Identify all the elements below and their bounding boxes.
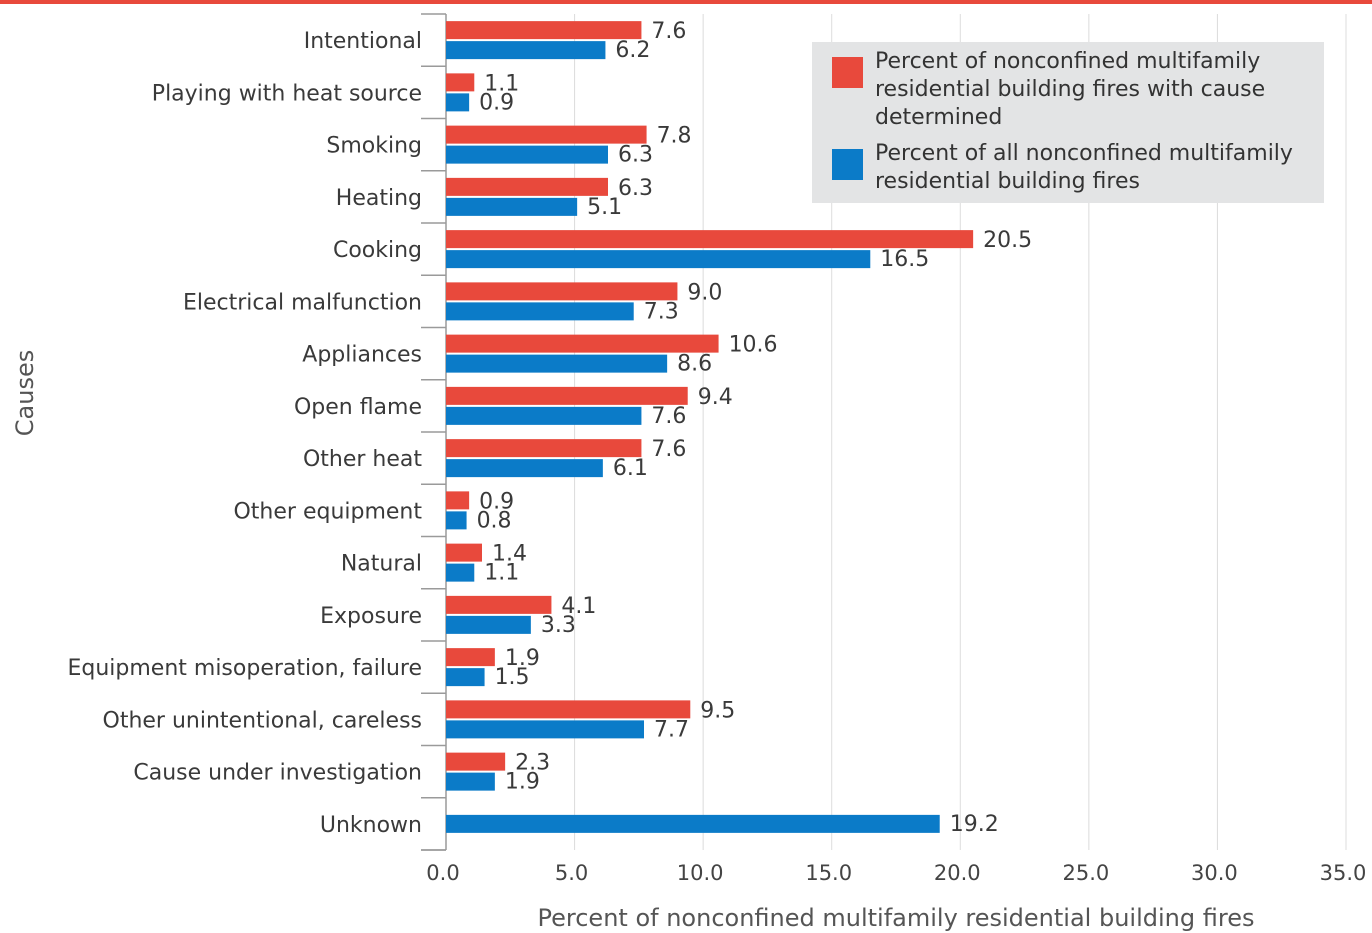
bar-determined bbox=[446, 386, 688, 405]
category-label: Heating bbox=[336, 186, 422, 211]
bar-determined bbox=[446, 648, 495, 667]
value-label-all: 1.9 bbox=[505, 770, 540, 795]
x-tick-label: 25.0 bbox=[1062, 861, 1109, 885]
bar-determined bbox=[446, 73, 475, 92]
bar-all bbox=[446, 197, 578, 216]
value-label-determined: 7.8 bbox=[657, 124, 692, 149]
bar-determined bbox=[446, 21, 642, 40]
value-label-determined: 9.4 bbox=[698, 385, 733, 410]
bar-all bbox=[446, 668, 485, 687]
category-label: Cooking bbox=[333, 238, 422, 263]
x-tick-label: 30.0 bbox=[1191, 861, 1238, 885]
value-label-determined: 7.6 bbox=[651, 19, 686, 44]
category-label: Natural bbox=[341, 552, 422, 577]
value-label-all: 19.2 bbox=[950, 812, 999, 837]
bar-determined bbox=[446, 491, 470, 510]
category-label: Playing with heat source bbox=[152, 81, 422, 106]
value-label-all: 1.1 bbox=[484, 561, 519, 586]
category-label: Other heat bbox=[303, 447, 422, 472]
value-label-all: 7.7 bbox=[654, 717, 689, 742]
bar-all bbox=[446, 93, 470, 112]
bar-determined bbox=[446, 230, 974, 249]
category-label: Other equipment bbox=[233, 499, 422, 524]
bar-determined bbox=[446, 439, 642, 458]
x-axis-title: Percent of nonconfined multifamily resid… bbox=[538, 904, 1255, 932]
value-label-determined: 6.3 bbox=[618, 176, 653, 201]
value-label-all: 0.9 bbox=[479, 90, 514, 115]
category-label: Equipment misoperation, failure bbox=[67, 656, 422, 681]
value-label-all: 5.1 bbox=[587, 195, 622, 220]
x-tick-label: 35.0 bbox=[1320, 861, 1367, 885]
value-label-all: 3.3 bbox=[541, 613, 576, 638]
value-label-all: 6.1 bbox=[613, 456, 648, 481]
value-label-all: 6.2 bbox=[615, 38, 650, 63]
value-label-determined: 2.3 bbox=[515, 751, 550, 776]
legend-item-all: Percent of all nonconfined multifamily r… bbox=[832, 140, 1312, 196]
category-label: Smoking bbox=[326, 134, 422, 159]
bar-determined bbox=[446, 543, 482, 562]
value-label-all: 6.3 bbox=[618, 143, 653, 168]
legend-item-determined: Percent of nonconfined multifamily resid… bbox=[832, 48, 1312, 132]
value-label-all: 7.6 bbox=[651, 404, 686, 429]
bar-all bbox=[446, 354, 668, 373]
bar-determined bbox=[446, 700, 691, 719]
x-tick-label: 5.0 bbox=[555, 861, 588, 885]
value-label-all: 1.5 bbox=[495, 665, 530, 690]
value-label-determined: 9.0 bbox=[687, 280, 722, 305]
bar-all bbox=[446, 459, 603, 478]
bar-determined bbox=[446, 177, 608, 196]
bar-all bbox=[446, 406, 642, 425]
x-tick-label: 0.0 bbox=[426, 861, 459, 885]
value-label-determined: 1.1 bbox=[484, 71, 519, 96]
category-label: Other unintentional, careless bbox=[103, 708, 422, 733]
y-axis-title: Causes bbox=[11, 350, 39, 436]
value-label-all: 0.8 bbox=[477, 508, 512, 533]
category-label: Exposure bbox=[320, 604, 422, 629]
category-label: Cause under investigation bbox=[133, 761, 422, 786]
value-label-determined: 0.9 bbox=[479, 489, 514, 514]
category-label: Intentional bbox=[304, 29, 422, 54]
x-tick-label: 10.0 bbox=[677, 861, 724, 885]
value-label-determined: 4.1 bbox=[561, 594, 596, 619]
category-label: Unknown bbox=[320, 813, 422, 838]
bar-determined bbox=[446, 282, 678, 301]
bar-all bbox=[446, 250, 871, 269]
value-label-determined: 10.6 bbox=[729, 333, 778, 358]
category-label: Appliances bbox=[302, 343, 422, 368]
value-label-all: 8.6 bbox=[677, 352, 712, 377]
category-label: Electrical malfunction bbox=[183, 290, 422, 315]
value-label-determined: 1.4 bbox=[492, 542, 527, 567]
value-label-determined: 20.5 bbox=[983, 228, 1032, 253]
legend-swatch-red bbox=[832, 57, 863, 88]
legend: Percent of nonconfined multifamily resid… bbox=[812, 42, 1324, 203]
value-label-all: 7.3 bbox=[644, 299, 679, 324]
value-label-determined: 7.6 bbox=[651, 437, 686, 462]
bar-all bbox=[446, 772, 495, 791]
value-label-determined: 9.5 bbox=[700, 698, 735, 723]
bar-all bbox=[446, 814, 940, 833]
bar-determined bbox=[446, 595, 552, 614]
bar-all bbox=[446, 41, 606, 60]
legend-label-determined: Percent of nonconfined multifamily resid… bbox=[875, 49, 1266, 130]
bar-all bbox=[446, 563, 475, 582]
x-tick-label: 15.0 bbox=[805, 861, 852, 885]
bar-determined bbox=[446, 752, 506, 771]
legend-label-all: Percent of all nonconfined multifamily r… bbox=[875, 141, 1293, 194]
bar-all bbox=[446, 145, 608, 164]
value-label-all: 16.5 bbox=[880, 247, 929, 272]
top-accent-rule bbox=[0, 0, 1372, 4]
value-label-determined: 1.9 bbox=[505, 646, 540, 671]
bar-determined bbox=[446, 125, 647, 144]
bar-all bbox=[446, 302, 634, 321]
bar-determined bbox=[446, 334, 719, 353]
legend-swatch-blue bbox=[832, 149, 863, 180]
bar-all bbox=[446, 720, 644, 739]
x-tick-label: 20.0 bbox=[934, 861, 981, 885]
category-label: Open flame bbox=[294, 395, 422, 420]
bar-all bbox=[446, 615, 531, 634]
bar-all bbox=[446, 511, 467, 530]
